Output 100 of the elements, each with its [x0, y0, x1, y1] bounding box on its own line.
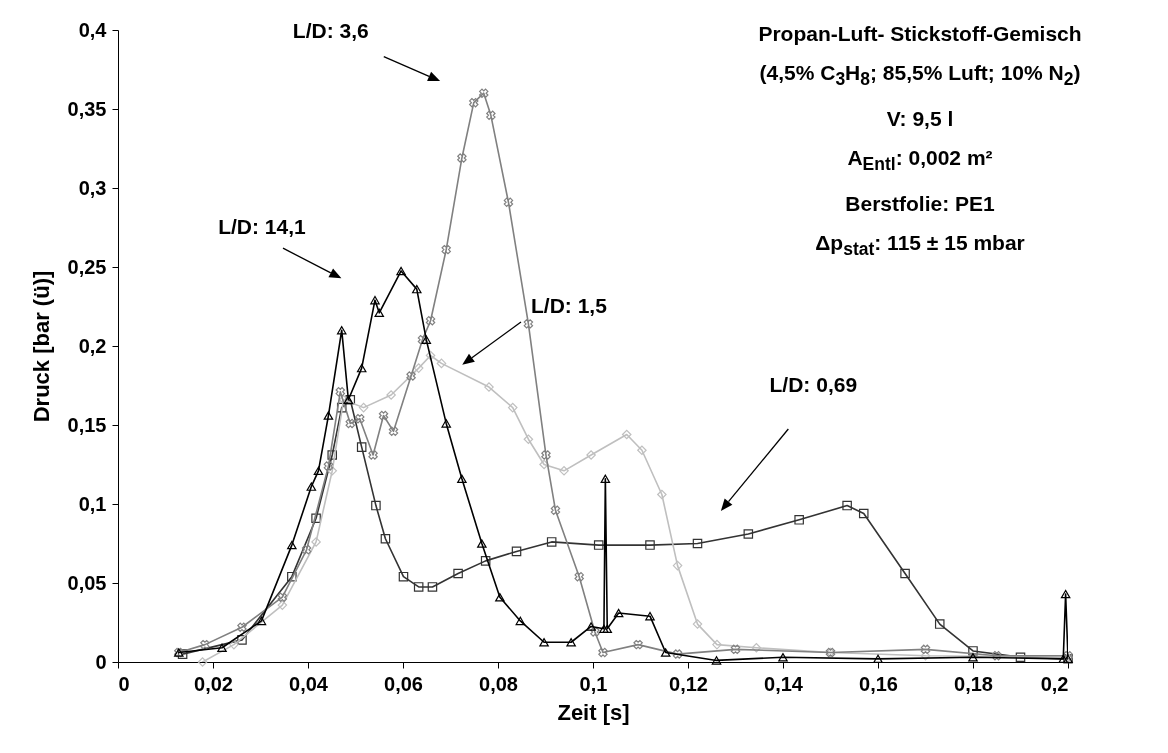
point: [484, 382, 494, 392]
point: [441, 244, 451, 255]
x-axis-title: Zeit [s]: [557, 699, 630, 725]
point: [515, 616, 526, 626]
point: [425, 315, 436, 326]
point: [751, 643, 762, 653]
y-axis-title: Druck [bar (ü)]: [28, 270, 54, 423]
point: [237, 622, 247, 632]
point: [441, 419, 452, 428]
point: [613, 608, 624, 618]
point: [590, 627, 600, 637]
y-tick-label: 0: [95, 650, 107, 673]
point: [229, 639, 239, 650]
point: [413, 363, 424, 373]
point: [712, 639, 722, 650]
y-tick-label: 0,05: [67, 571, 107, 594]
point: [692, 538, 703, 549]
point: [335, 387, 346, 397]
point: [356, 442, 367, 452]
annotation: A$_{Entl}$: 0,002 m²: [846, 145, 994, 177]
x-tick-label: 0,1: [579, 672, 608, 695]
x-tick-label: 0,2: [1040, 672, 1069, 695]
point: [327, 466, 338, 476]
annotation: Berstfolie: PE1: [844, 191, 996, 218]
point: [586, 450, 596, 460]
annotation: L/D: 0,69: [769, 372, 858, 396]
point: [457, 474, 467, 483]
point: [197, 657, 208, 667]
point: [645, 540, 655, 550]
point: [477, 539, 487, 548]
point: [479, 88, 489, 98]
point: [336, 402, 347, 413]
point: [313, 466, 324, 476]
point: [507, 402, 518, 413]
point: [355, 413, 365, 424]
point: [598, 647, 608, 658]
x-tick-label: 0: [118, 672, 130, 695]
point: [398, 571, 409, 582]
point: [388, 426, 399, 437]
point: [380, 533, 391, 544]
point: [413, 582, 424, 592]
point: [637, 445, 647, 456]
point: [511, 546, 522, 557]
point: [495, 593, 505, 602]
point: [311, 537, 321, 547]
point: [645, 611, 655, 621]
point: [550, 505, 561, 516]
annotation: V: 9,5 l: [885, 106, 955, 133]
point: [287, 540, 297, 550]
point: [358, 402, 369, 413]
point: [277, 600, 288, 610]
point: [368, 450, 378, 460]
point: [600, 474, 611, 483]
point: [523, 319, 534, 329]
point: [374, 308, 385, 318]
x-tick-label: 0,06: [384, 672, 423, 695]
x-tick-label: 0,14: [764, 672, 804, 695]
point: [323, 411, 334, 420]
point: [730, 644, 741, 655]
y-tick-label: 0,35: [67, 97, 107, 120]
annotation: (4,5% C$_{3}$H$_{8}$; 85,5% Luft; 10% N$_{2}$): [758, 60, 1082, 92]
y-tick-label: 0,25: [67, 255, 107, 278]
y-tick-label: 0,4: [78, 18, 108, 41]
point: [566, 638, 576, 647]
point: [421, 335, 432, 344]
point: [692, 619, 703, 629]
point: [427, 582, 438, 592]
point: [541, 450, 551, 460]
annotation: Δp$_{stat}$: 115 ± 15 mbar: [814, 230, 1026, 262]
point: [406, 371, 416, 381]
point: [858, 508, 869, 519]
point: [968, 653, 978, 662]
point: [386, 390, 396, 400]
point: [559, 466, 569, 476]
point: [743, 529, 754, 539]
point: [599, 624, 609, 634]
point: [425, 350, 436, 361]
annotation: L/D: 1,5: [531, 293, 608, 317]
point: [200, 639, 210, 650]
point: [345, 418, 356, 429]
point: [934, 619, 945, 629]
point: [356, 363, 367, 373]
point: [920, 644, 931, 655]
point: [842, 500, 852, 511]
y-tick-label: 0,2: [78, 334, 107, 357]
x-tick-label: 0,08: [479, 672, 518, 695]
x-tick-label: 0,18: [954, 672, 993, 695]
point: [602, 624, 613, 634]
point: [900, 568, 910, 579]
point: [327, 450, 338, 460]
point: [480, 556, 491, 566]
point: [621, 429, 632, 440]
annotation: L/D: 14,1: [218, 214, 307, 238]
point: [277, 592, 288, 602]
point: [411, 284, 422, 294]
point: [539, 459, 549, 470]
point: [1060, 589, 1071, 599]
point: [287, 571, 297, 582]
point: [1015, 652, 1026, 663]
point: [633, 639, 643, 650]
